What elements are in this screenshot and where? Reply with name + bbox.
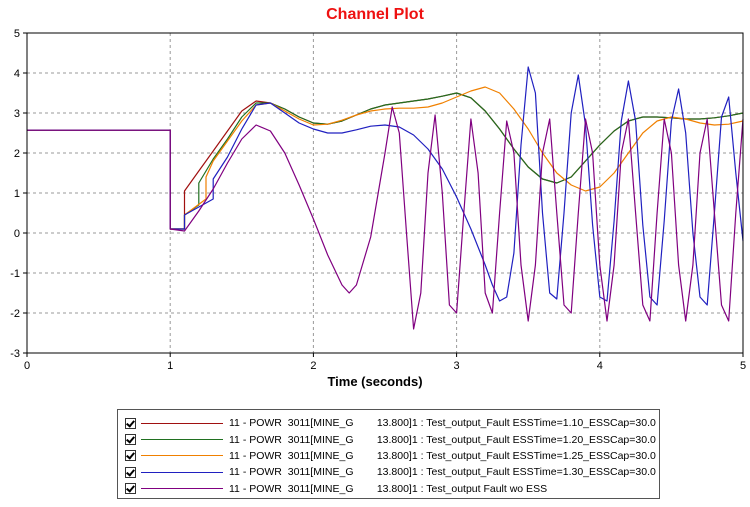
legend-swatch xyxy=(141,422,223,424)
legend-checkbox[interactable] xyxy=(125,434,136,446)
legend-entry: 11 - POWR 3011[MINE_G 13.800]1 : Test_ou… xyxy=(118,481,659,497)
y-tick-label: 2 xyxy=(14,148,20,160)
y-tick-label: 3 xyxy=(14,108,20,120)
y-tick-label: 0 xyxy=(14,228,20,240)
y-tick-label: -1 xyxy=(10,268,20,280)
legend-label: 11 - POWR 3011[MINE_G 13.800]1 : Test_ou… xyxy=(229,433,656,446)
plot-area: 0 1 2 3 4 5 -3 -2 -1 0 1 2 3 4 5 xyxy=(10,28,746,372)
legend-swatch xyxy=(141,471,223,473)
legend-label: 11 - POWR 3011[MINE_G 13.800]1 : Test_ou… xyxy=(229,449,656,462)
series-line-2 xyxy=(27,92,744,230)
x-tick-label: 4 xyxy=(597,360,603,372)
legend-entry: 11 - POWR 3011[MINE_G 13.800]1 : Test_ou… xyxy=(118,431,659,447)
y-tick-label: 5 xyxy=(14,28,20,40)
x-tick-label: 5 xyxy=(740,360,746,372)
legend-swatch xyxy=(141,488,223,490)
legend-swatch xyxy=(141,439,223,441)
series-line-5 xyxy=(27,106,744,330)
legend-entry: 11 - POWR 3011[MINE_G 13.800]1 : Test_ou… xyxy=(118,448,659,464)
legend-checkbox[interactable] xyxy=(125,450,136,462)
x-tick-label: 3 xyxy=(454,360,460,372)
series-line-3 xyxy=(27,86,744,230)
legend-label: 11 - POWR 3011[MINE_G 13.800]1 : Test_ou… xyxy=(229,482,548,495)
x-tick-label: 2 xyxy=(310,360,316,372)
series-line-4 xyxy=(27,66,744,306)
x-axis-label: Time (seconds) xyxy=(327,374,423,389)
legend-label: 11 - POWR 3011[MINE_G 13.800]1 : Test_ou… xyxy=(229,417,656,430)
chart-title: Channel Plot xyxy=(326,6,424,23)
y-tick-label: -2 xyxy=(10,308,20,320)
y-tick-label: -3 xyxy=(10,348,20,360)
legend: 11 - POWR 3011[MINE_G 13.800]1 : Test_ou… xyxy=(117,409,660,499)
legend-checkbox[interactable] xyxy=(125,466,136,478)
legend-checkbox[interactable] xyxy=(125,483,136,495)
legend-checkbox[interactable] xyxy=(125,417,136,429)
x-tick-label: 0 xyxy=(24,360,30,372)
legend-swatch xyxy=(141,455,223,457)
legend-entry: 11 - POWR 3011[MINE_G 13.800]1 : Test_ou… xyxy=(118,464,659,480)
x-tick-label: 1 xyxy=(167,360,173,372)
legend-entry: 11 - POWR 3011[MINE_G 13.800]1 : Test_ou… xyxy=(118,415,659,431)
y-tick-label: 4 xyxy=(14,68,20,80)
y-tick-label: 1 xyxy=(14,188,20,200)
legend-label: 11 - POWR 3011[MINE_G 13.800]1 : Test_ou… xyxy=(229,466,656,479)
